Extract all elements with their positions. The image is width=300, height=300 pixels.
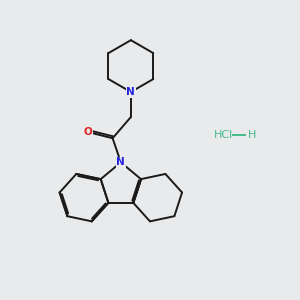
Text: N: N: [116, 158, 125, 167]
Text: N: N: [127, 87, 135, 97]
Text: O: O: [83, 127, 92, 137]
Text: H: H: [248, 130, 256, 140]
Text: HCl: HCl: [214, 130, 233, 140]
